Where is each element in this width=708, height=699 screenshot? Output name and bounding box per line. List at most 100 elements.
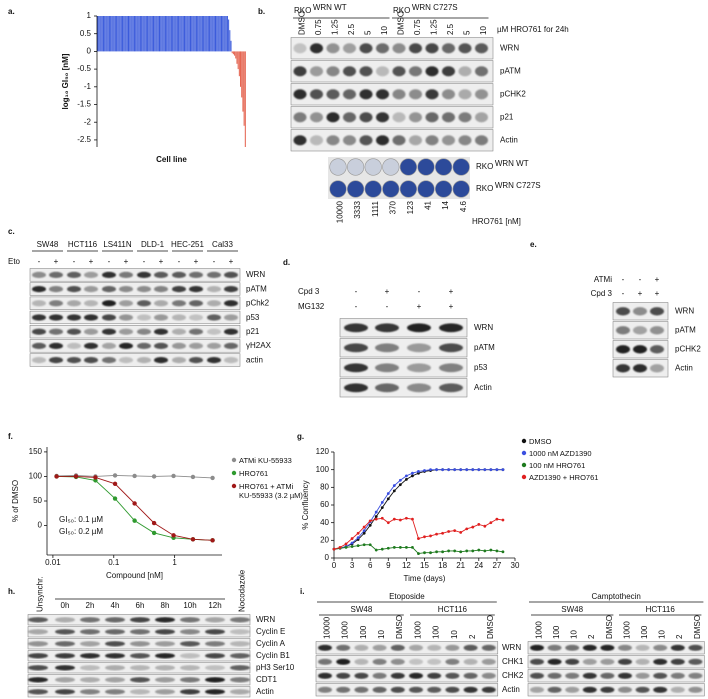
data-point <box>132 501 137 506</box>
blot-band <box>344 383 368 393</box>
data-point <box>471 549 475 553</box>
blot-band <box>80 653 100 659</box>
blot-band <box>180 629 200 635</box>
data-point <box>392 517 396 521</box>
data-point <box>483 524 487 528</box>
lane-label: 5 <box>363 30 372 35</box>
x-tick-label: 6 <box>368 561 373 570</box>
blot-band <box>224 285 238 293</box>
blot-band <box>137 300 151 307</box>
lane-sign: + <box>655 289 660 298</box>
bar <box>110 16 112 52</box>
blot-band <box>407 323 431 333</box>
bar <box>210 16 212 52</box>
blot-band <box>28 641 48 647</box>
blot-band <box>458 66 472 77</box>
blot-band <box>137 328 151 335</box>
data-point <box>471 525 475 529</box>
lane-label: 2.5 <box>446 23 455 35</box>
data-point <box>380 506 384 510</box>
blot-band <box>105 665 125 671</box>
group-label: SW48 <box>351 605 373 614</box>
bar <box>232 51 234 55</box>
blot-band <box>32 271 46 279</box>
data-point <box>411 474 414 478</box>
data-point <box>151 520 157 526</box>
blot-band <box>205 689 225 695</box>
y-tick-label: 1 <box>87 11 92 20</box>
y-tick-label: 150 <box>29 447 43 456</box>
blot-band <box>67 342 81 350</box>
blot-band <box>189 285 203 293</box>
blot-band <box>32 328 46 335</box>
panel-label: f. <box>8 432 13 441</box>
blot-strip <box>290 129 494 152</box>
bar <box>155 16 157 52</box>
blot-band <box>344 323 368 333</box>
lane-label: 8h <box>161 601 170 610</box>
bar <box>120 16 122 52</box>
bar <box>166 16 168 52</box>
concentration-label: 1111 <box>371 200 380 217</box>
blot-band <box>130 629 150 635</box>
blot-band <box>224 300 238 307</box>
panel-label: e. <box>530 240 537 249</box>
blot-band <box>172 356 186 364</box>
panel-label: i. <box>300 587 304 596</box>
blot-band <box>137 314 151 321</box>
blot-band <box>344 363 368 373</box>
blot-band <box>390 672 405 679</box>
blot-band <box>318 644 332 651</box>
blot-band <box>49 356 63 364</box>
bar <box>154 16 156 52</box>
blot-band <box>344 343 368 353</box>
blot-band <box>530 672 544 679</box>
blot-band <box>375 343 399 353</box>
blot-band <box>155 617 175 623</box>
data-point <box>441 531 444 535</box>
blot-band <box>310 43 323 54</box>
blot-band <box>32 356 46 364</box>
blot-strip <box>29 296 241 310</box>
group-label: Cal33 <box>212 240 233 249</box>
blot-band <box>618 644 632 651</box>
blot-strip <box>29 282 241 296</box>
blot-band <box>481 686 496 693</box>
blot-band <box>442 89 455 100</box>
bar <box>143 16 145 52</box>
bar <box>225 16 227 52</box>
bar <box>188 16 190 52</box>
blot-band <box>326 89 340 100</box>
legend-label: DMSO <box>529 436 552 446</box>
bar <box>167 16 169 52</box>
blot-band <box>343 135 356 146</box>
blot-band <box>207 328 221 335</box>
blot-band <box>105 677 125 683</box>
blot-band <box>635 672 650 679</box>
blot-band <box>67 328 81 335</box>
data-point <box>54 474 59 479</box>
x-tick-label: 18 <box>438 561 447 570</box>
row-label: WRN <box>246 270 265 279</box>
lane-sign: - <box>355 302 358 311</box>
bar <box>133 16 135 52</box>
group-label: SW48 <box>37 240 59 249</box>
bar <box>127 16 130 52</box>
legend-marker <box>231 483 237 489</box>
data-point <box>356 536 360 540</box>
legend-marker <box>521 438 527 444</box>
row-label: WRN <box>474 323 493 332</box>
blot-band <box>359 43 373 54</box>
blot-band <box>207 285 221 293</box>
annotation: GI₅₀: 0.1 µM <box>59 515 103 524</box>
bar <box>107 16 109 52</box>
blot-band <box>458 89 472 100</box>
lane-sign: + <box>385 287 390 296</box>
blot-band <box>205 665 225 671</box>
blot-band <box>102 271 116 279</box>
bar <box>185 16 187 52</box>
blot-band <box>650 307 664 316</box>
lane-label: 0.75 <box>314 19 323 35</box>
colony-well <box>347 180 365 198</box>
